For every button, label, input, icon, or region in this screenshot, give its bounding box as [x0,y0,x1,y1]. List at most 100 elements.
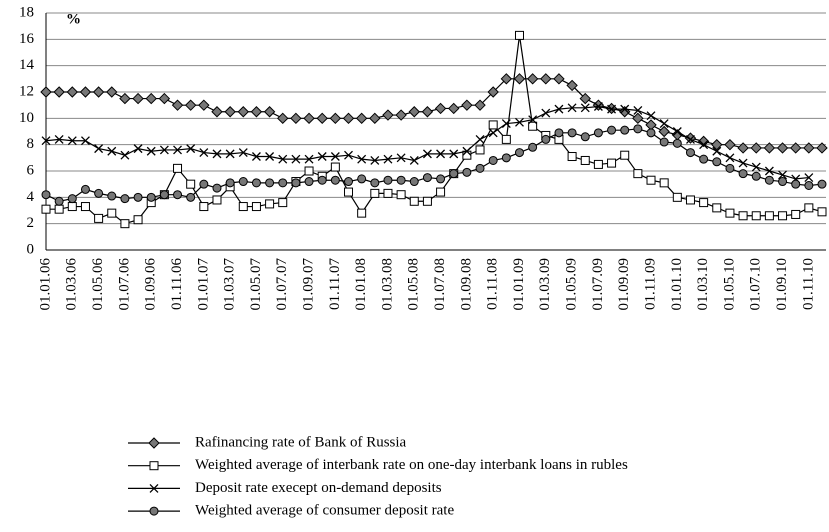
x-tick-label: 01.07.07 [274,258,290,311]
marker [632,112,644,125]
marker [725,208,735,218]
marker [501,134,511,144]
marker [528,142,538,152]
marker [764,175,774,185]
marker [475,145,485,155]
marker [462,167,472,177]
x-tick-label: 01.05.08 [406,258,422,311]
marker [265,199,275,209]
marker [383,188,393,198]
marker [566,79,578,92]
marker [817,179,827,189]
y-tick-label: 16 [19,31,35,47]
marker [659,178,669,188]
marker [67,202,77,212]
marker [329,112,342,125]
marker [751,162,761,172]
marker [94,144,104,154]
marker [763,142,776,154]
marker [567,152,577,162]
marker [528,115,538,125]
marker [186,144,196,154]
marker [344,150,353,160]
y-tick-label: 6 [27,162,35,178]
marker [173,163,183,173]
marker [355,112,368,125]
marker [330,162,340,172]
x-tick-label: 01.03.07 [222,258,238,311]
marker [159,145,169,155]
marker [699,154,709,164]
x-tick-label: 01.01.06 [37,258,53,311]
marker [344,187,354,197]
marker [567,103,577,113]
marker [80,184,90,194]
marker [764,211,774,221]
marker [436,174,446,184]
marker [383,154,393,164]
marker [448,102,460,115]
marker [225,149,235,159]
marker [382,109,394,121]
marker [488,128,498,138]
marker [553,73,565,85]
marker [120,150,130,160]
marker [396,190,406,200]
marker [580,103,590,113]
marker [593,128,603,138]
marker [238,202,248,212]
x-tick-label: 01.09.10 [774,258,790,311]
marker [133,192,143,202]
marker [658,125,670,138]
marker [211,106,223,118]
y-axis-label: % [66,11,81,27]
marker [304,177,314,187]
y-tick-label: 4 [27,189,35,205]
marker [778,211,788,221]
marker [67,194,77,204]
x-tick-label: 01.09.09 [616,258,632,311]
marker [342,112,355,125]
y-tick-label: 8 [27,136,35,152]
legend-label: Rafinancing rate of Bank of Russia [195,434,407,450]
marker [212,195,222,205]
marker [607,158,617,168]
marker [409,156,419,165]
marker [54,196,64,206]
marker [146,192,156,202]
marker [263,106,276,118]
x-tick-label: 01.01.10 [669,258,685,311]
marker [646,175,656,185]
marker [422,196,432,206]
marker [699,140,709,150]
marker [409,196,419,206]
marker [475,134,485,144]
marker [686,134,695,144]
y-tick-label: 18 [19,4,34,20]
x-tick-label: 01.11.07 [327,258,343,310]
marker [474,99,486,111]
marker [186,192,196,202]
marker [330,152,340,161]
x-tick-label: 01.09.06 [143,258,159,311]
marker [580,132,590,142]
marker [265,152,275,161]
legend-label: Weighted average of consumer deposit rat… [195,503,454,519]
marker [149,483,159,493]
marker [501,119,511,129]
marker [303,112,315,125]
marker [277,112,289,125]
marker [408,106,420,118]
marker [317,175,327,185]
marker [528,121,538,131]
marker [317,152,327,161]
marker [173,190,183,200]
marker [186,179,196,189]
y-tick-label: 12 [19,83,34,99]
marker [526,73,539,85]
marker [697,135,710,148]
marker [434,102,447,115]
marker [699,198,709,208]
marker [198,99,210,111]
marker [475,163,485,173]
